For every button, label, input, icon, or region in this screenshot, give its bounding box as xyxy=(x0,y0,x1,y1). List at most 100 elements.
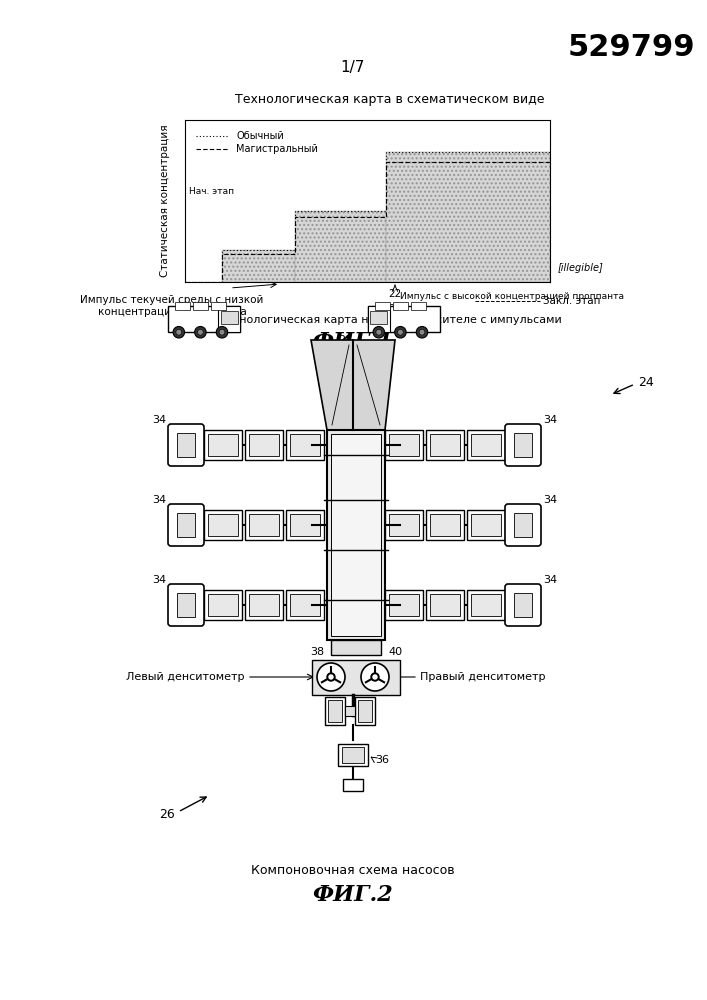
Bar xyxy=(177,593,195,617)
Bar xyxy=(331,434,381,636)
Bar xyxy=(385,430,423,460)
Bar xyxy=(211,302,226,310)
Bar xyxy=(286,430,324,460)
Bar xyxy=(325,697,345,725)
Text: Обычный: Обычный xyxy=(236,131,284,141)
Bar xyxy=(331,640,381,655)
Bar xyxy=(514,433,532,457)
Text: 42: 42 xyxy=(313,684,327,694)
Circle shape xyxy=(329,675,333,679)
Text: ФИГ.1: ФИГ.1 xyxy=(312,331,393,353)
Bar xyxy=(345,706,355,716)
Circle shape xyxy=(376,329,382,335)
Circle shape xyxy=(397,329,403,335)
Bar xyxy=(514,513,532,537)
Bar xyxy=(249,514,279,536)
Polygon shape xyxy=(295,211,386,282)
Circle shape xyxy=(327,673,335,681)
Circle shape xyxy=(197,329,204,335)
Text: 34: 34 xyxy=(543,575,557,585)
Text: Технологическая карта в схематическом виде: Технологическая карта в схематическом ви… xyxy=(235,94,545,106)
Bar xyxy=(338,744,368,766)
Bar xyxy=(471,514,501,536)
Text: 34: 34 xyxy=(543,495,557,505)
Text: 32: 32 xyxy=(390,447,404,457)
FancyBboxPatch shape xyxy=(168,584,204,626)
Text: Правый денситометр: Правый денситометр xyxy=(420,672,546,682)
Bar xyxy=(245,430,283,460)
Bar xyxy=(177,513,195,537)
Bar xyxy=(327,430,385,640)
Bar xyxy=(208,594,238,616)
Text: 40: 40 xyxy=(388,647,402,657)
Bar xyxy=(368,306,440,332)
Circle shape xyxy=(371,673,379,681)
Text: Импульс с высокой концентрацией проппанта: Импульс с высокой концентрацией проппант… xyxy=(400,292,624,301)
Bar xyxy=(411,302,426,310)
Text: 20: 20 xyxy=(388,304,402,314)
Bar xyxy=(177,433,195,457)
Bar xyxy=(471,434,501,456)
Circle shape xyxy=(361,663,389,691)
Text: 529799: 529799 xyxy=(568,33,695,62)
Bar xyxy=(218,306,240,332)
Polygon shape xyxy=(311,340,395,430)
Polygon shape xyxy=(386,152,550,282)
Circle shape xyxy=(219,329,225,335)
Bar xyxy=(430,514,460,536)
Bar xyxy=(426,510,464,540)
Bar xyxy=(290,434,320,456)
Text: Левый денситометр: Левый денситометр xyxy=(127,672,245,682)
Circle shape xyxy=(373,675,377,679)
Text: [illegible]: [illegible] xyxy=(558,263,604,273)
Text: 34: 34 xyxy=(152,495,166,505)
Text: Компоновочная схема насосов: Компоновочная схема насосов xyxy=(251,863,455,876)
Bar xyxy=(467,590,505,620)
Text: 42: 42 xyxy=(373,684,387,694)
Polygon shape xyxy=(221,250,295,282)
Bar xyxy=(221,311,238,324)
FancyBboxPatch shape xyxy=(168,424,204,466)
Bar xyxy=(193,302,208,310)
Bar xyxy=(393,302,408,310)
Bar xyxy=(249,434,279,456)
Bar xyxy=(471,594,501,616)
Bar xyxy=(249,594,279,616)
Bar xyxy=(168,306,240,332)
Bar xyxy=(375,302,390,310)
FancyBboxPatch shape xyxy=(505,424,541,466)
FancyBboxPatch shape xyxy=(505,584,541,626)
Bar xyxy=(328,700,342,722)
Text: 34: 34 xyxy=(543,415,557,425)
Bar xyxy=(342,747,364,763)
Text: 26: 26 xyxy=(159,808,175,822)
Text: 38: 38 xyxy=(310,647,324,657)
Circle shape xyxy=(416,326,428,338)
Circle shape xyxy=(216,326,228,338)
Bar xyxy=(208,514,238,536)
Circle shape xyxy=(176,329,182,335)
Bar xyxy=(368,306,390,332)
Circle shape xyxy=(419,329,425,335)
Bar xyxy=(286,590,324,620)
Circle shape xyxy=(373,326,385,338)
Bar xyxy=(204,430,242,460)
Bar xyxy=(389,594,419,616)
Text: 34: 34 xyxy=(152,415,166,425)
Bar xyxy=(290,594,320,616)
Text: Закл. этап: Закл. этап xyxy=(543,296,600,306)
Text: 30: 30 xyxy=(304,443,318,453)
Bar xyxy=(245,510,283,540)
Bar xyxy=(467,510,505,540)
Bar xyxy=(286,510,324,540)
Text: Нач. этап: Нач. этап xyxy=(189,187,234,196)
FancyBboxPatch shape xyxy=(505,504,541,546)
Bar xyxy=(385,510,423,540)
Bar xyxy=(245,590,283,620)
Bar xyxy=(467,430,505,460)
Bar xyxy=(204,510,242,540)
Text: Технологическая карта насоса в смесителе с импульсами: Технологическая карта насоса в смесителе… xyxy=(218,315,561,325)
Circle shape xyxy=(194,326,206,338)
Bar xyxy=(430,594,460,616)
Bar xyxy=(358,700,372,722)
